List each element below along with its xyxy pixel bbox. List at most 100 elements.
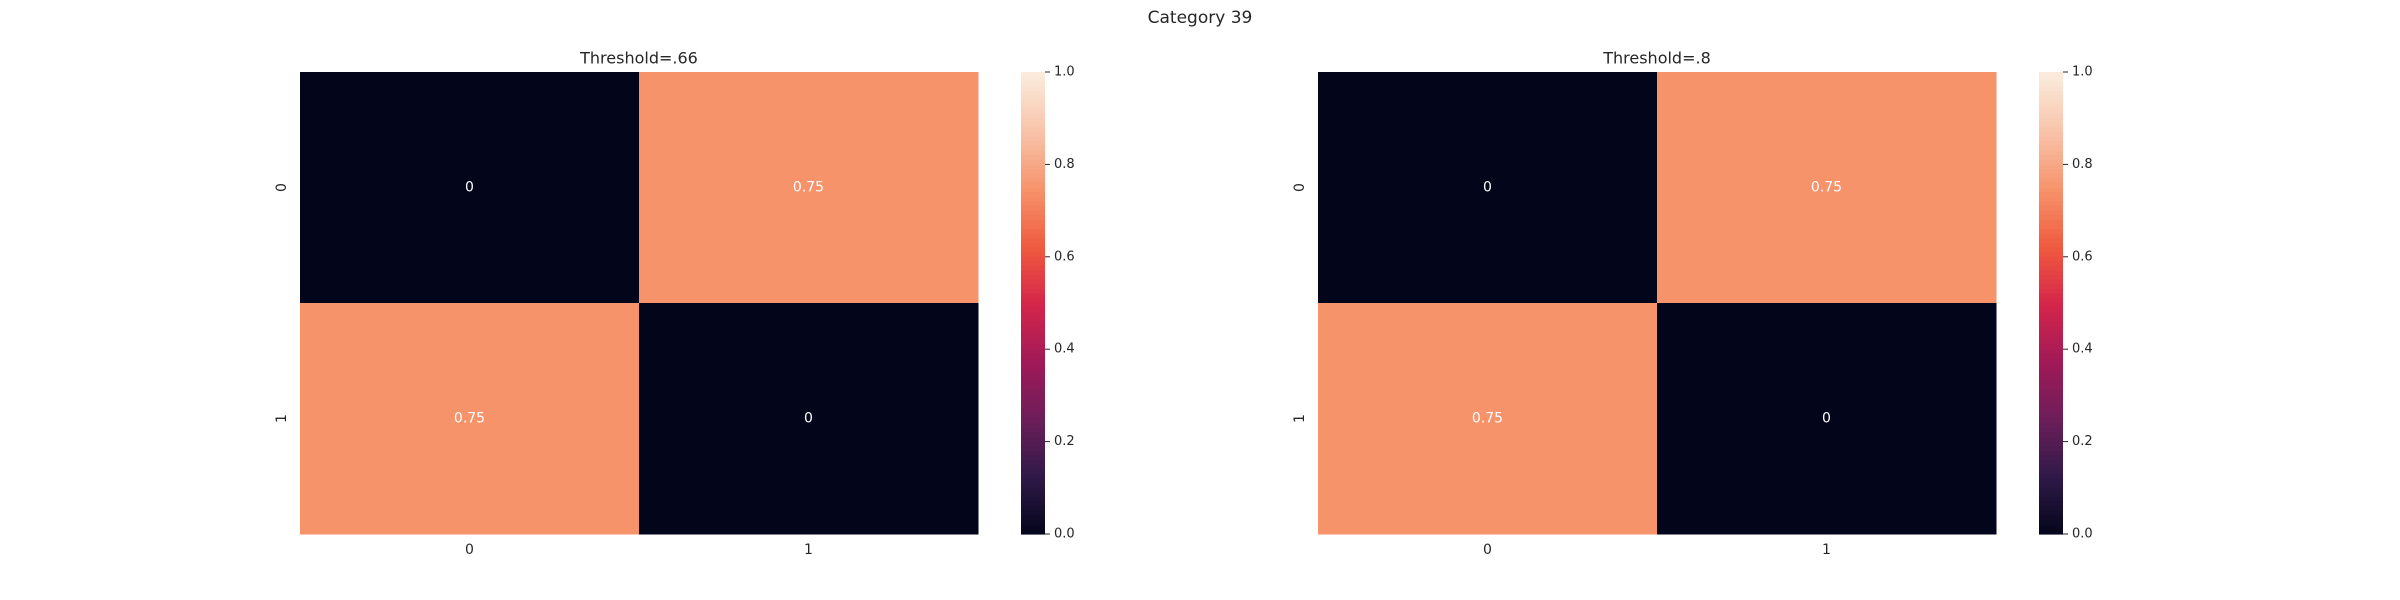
colorbar-segment <box>2039 187 2063 193</box>
colorbar-segment <box>1021 395 1045 401</box>
colorbar-segment <box>1021 132 1045 138</box>
colorbar-segment <box>1021 515 1045 521</box>
colorbar-segment <box>1021 104 1045 110</box>
colorbar-segment <box>1021 418 1045 424</box>
colorbar-segment <box>2039 141 2063 147</box>
colorbar-segment <box>1021 492 1045 498</box>
colorbar-segment <box>1021 339 1045 346</box>
colorbar-segment <box>2039 261 2063 267</box>
colorbar-segment <box>2039 478 2063 484</box>
colorbar-segment <box>2039 81 2063 87</box>
colorbar-segment <box>2039 132 2063 138</box>
colorbar-segment <box>1021 335 1045 341</box>
colorbar-segment <box>1021 90 1045 96</box>
colorbar-segment <box>2039 381 2063 387</box>
colorbar-segment <box>1021 279 1045 286</box>
colorbar-segment <box>2039 390 2063 396</box>
colorbar-tick-label: 0.2 <box>1054 434 1075 449</box>
colorbar-segment <box>1021 464 1045 470</box>
colorbar-segment <box>2039 515 2063 521</box>
colorbar-segment <box>1021 266 1045 272</box>
colorbar-segment <box>2039 76 2063 82</box>
colorbar-segment <box>2039 423 2063 429</box>
colorbar-segment <box>1021 284 1045 290</box>
colorbar-segment <box>2039 90 2063 96</box>
colorbar-segment <box>1021 423 1045 429</box>
colorbar-segment <box>2039 520 2063 526</box>
colorbar-segment <box>2039 136 2063 142</box>
colorbar-segment <box>2039 386 2063 392</box>
colorbar-segment <box>2039 169 2063 175</box>
colorbar-segment <box>1021 298 1045 304</box>
colorbar-segment <box>2039 182 2063 189</box>
colorbar-segment <box>2039 242 2063 249</box>
y-tick-label: 1 <box>1292 414 1308 423</box>
colorbar-segment <box>2039 450 2063 457</box>
colorbar-segment <box>2039 418 2063 424</box>
colorbar-segment <box>1021 122 1045 129</box>
x-tick-label: 0 <box>1483 542 1492 558</box>
colorbar-segment <box>2039 339 2063 346</box>
colorbar-segment <box>2039 404 2063 410</box>
colorbar-segment <box>1021 501 1045 507</box>
colorbar-segment <box>1021 270 1045 276</box>
colorbar-segment <box>2039 215 2063 221</box>
colorbar-segment <box>1021 192 1045 198</box>
colorbar-segment <box>1021 238 1045 244</box>
colorbar-segment <box>2039 122 2063 129</box>
colorbar-segment <box>1021 136 1045 142</box>
colorbar-segment <box>1021 353 1045 360</box>
heatmap-cell <box>639 72 979 304</box>
colorbar-segment <box>1021 483 1045 489</box>
colorbar-segment <box>1021 247 1045 253</box>
colorbar-segment <box>1021 289 1045 295</box>
colorbar-segment <box>1021 400 1045 406</box>
colorbar-segment <box>1021 229 1045 235</box>
colorbar-segment <box>2039 395 2063 401</box>
colorbar-tick-label: 1.0 <box>2072 65 2093 80</box>
colorbar-segment <box>2039 233 2063 239</box>
colorbar-segment <box>2039 358 2063 364</box>
heatmap-title: Threshold=.8 <box>1602 49 1711 68</box>
colorbar-segment <box>2039 266 2063 272</box>
colorbar-segment <box>2039 353 2063 360</box>
colorbar-segment <box>1021 363 1045 369</box>
colorbar-segment <box>1021 252 1045 258</box>
colorbar-tick-label: 0.2 <box>2072 434 2093 449</box>
colorbar-segment <box>2039 464 2063 470</box>
colorbar-segment <box>2039 289 2063 295</box>
colorbar-segment <box>2039 321 2063 327</box>
colorbar-segment <box>1021 510 1045 517</box>
colorbar-segment <box>1021 381 1045 387</box>
colorbar-segment <box>1021 169 1045 175</box>
colorbar-segment <box>1021 446 1045 452</box>
colorbar-segment <box>2039 326 2063 332</box>
colorbar-segment <box>1021 233 1045 239</box>
colorbar-segment <box>1021 127 1045 133</box>
colorbar-segment <box>1021 95 1045 101</box>
colorbar-tick-label: 0.6 <box>2072 249 2093 264</box>
colorbar-segment <box>2039 210 2063 216</box>
colorbar-segment <box>1021 390 1045 396</box>
colorbar-segment <box>2039 298 2063 304</box>
colorbar-segment <box>1021 506 1045 512</box>
colorbar-segment <box>1021 432 1045 438</box>
colorbar-segment <box>1021 178 1045 184</box>
colorbar-segment <box>1021 358 1045 364</box>
colorbar-segment <box>1021 524 1045 530</box>
colorbar-segment <box>1021 497 1045 503</box>
colorbar-segment <box>2039 446 2063 452</box>
colorbar-segment <box>1021 330 1045 336</box>
colorbar-tick-label: 0.0 <box>2072 527 2093 542</box>
colorbar-segment <box>1021 141 1045 147</box>
colorbar-segment <box>1021 210 1045 216</box>
colorbar-segment <box>2039 413 2063 420</box>
colorbar-segment <box>2039 279 2063 286</box>
colorbar-segment <box>2039 118 2063 124</box>
colorbar-segment <box>2039 307 2063 313</box>
colorbar-segment <box>1021 404 1045 410</box>
colorbar-segment <box>1021 367 1045 373</box>
colorbar-segment <box>1021 303 1045 309</box>
colorbar-segment <box>2039 173 2063 179</box>
colorbar-segment <box>1021 293 1045 299</box>
